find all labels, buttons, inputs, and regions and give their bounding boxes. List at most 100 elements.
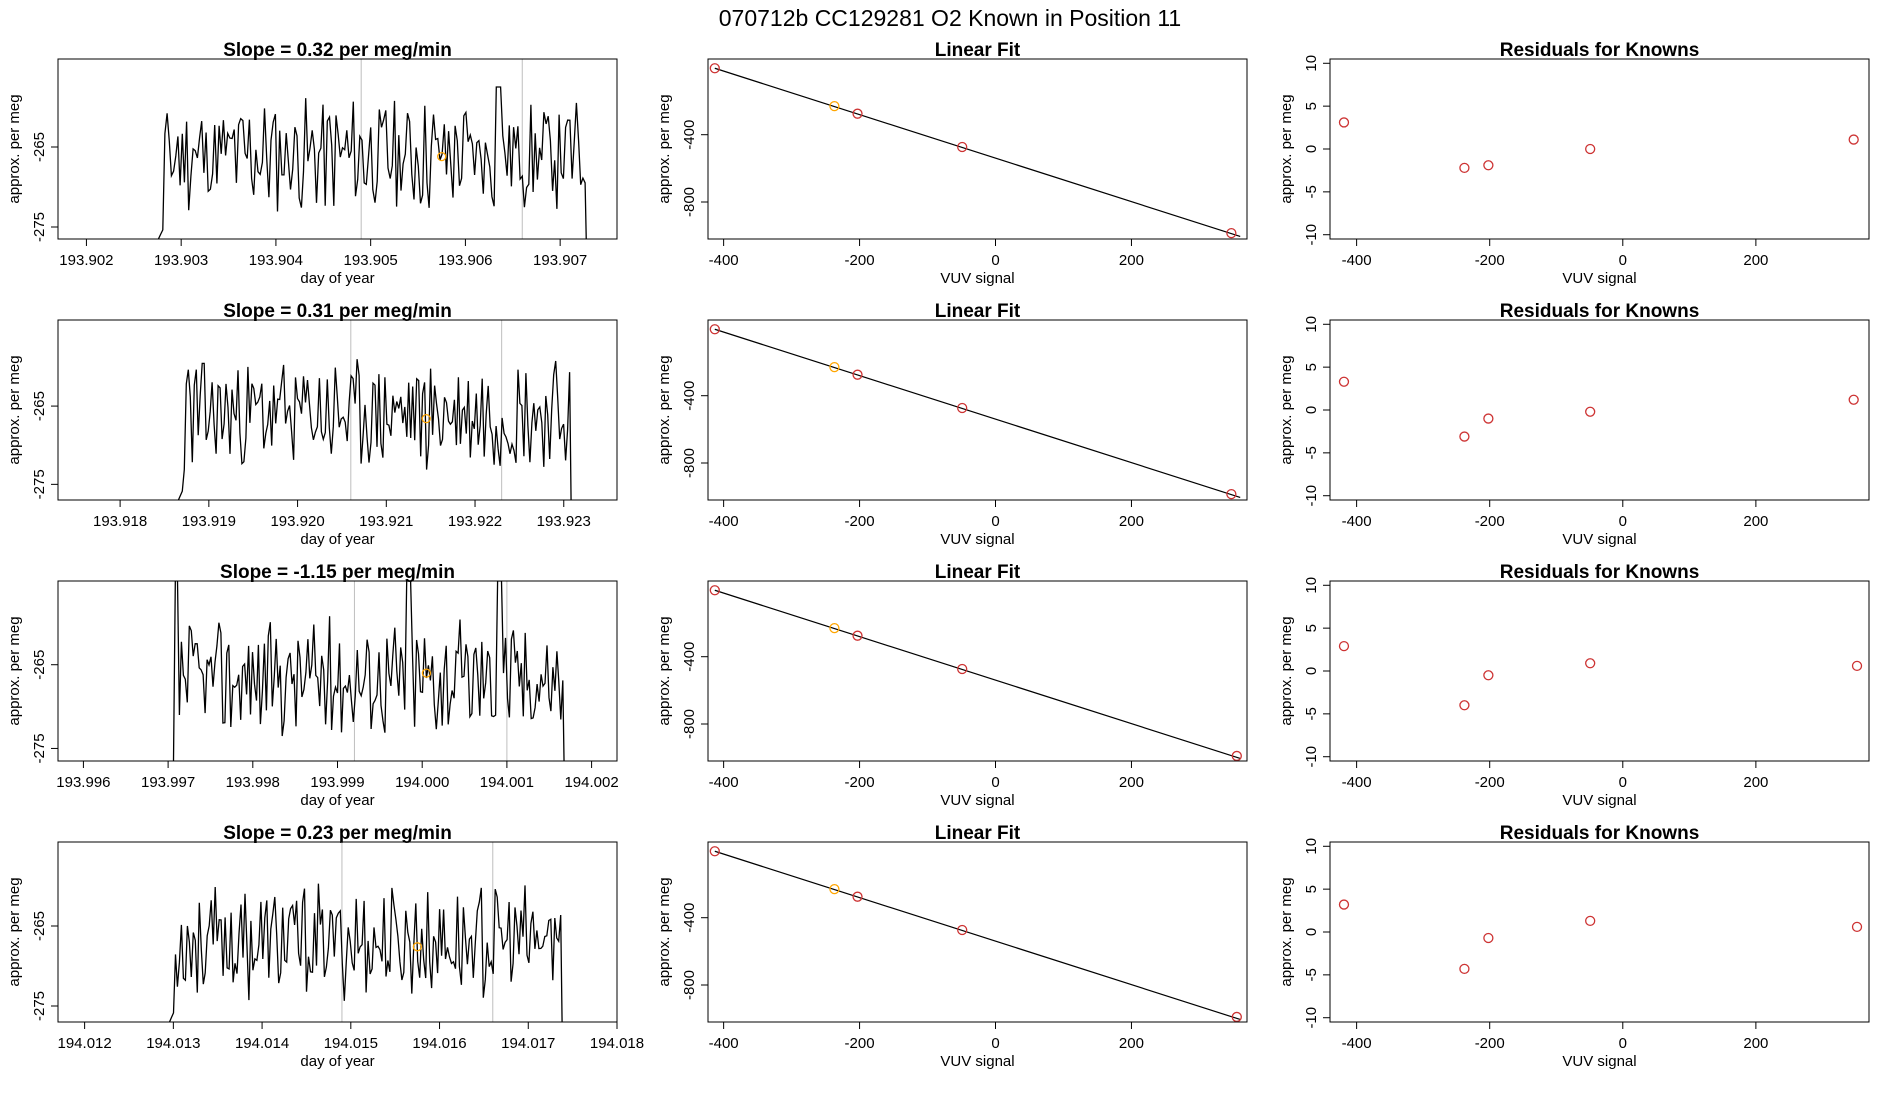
y-tick-label: 5	[1303, 363, 1320, 371]
y-tick-label: -800	[681, 970, 698, 1000]
x-tick-label: 193.920	[270, 513, 324, 530]
page-title: 070712b CC129281 O2 Known in Position 11	[719, 5, 1181, 31]
highlight-point	[412, 942, 423, 952]
y-tick-label: 10	[1303, 55, 1320, 72]
x-tick-label: -400	[709, 774, 739, 791]
x-tick-label: 200	[1743, 774, 1768, 791]
panel-timeseries-4: Slope = 0.23 per meg/min 194.012 194.013 19…	[6, 823, 644, 1070]
plot-title: Residuals for Knowns	[1500, 823, 1700, 844]
highlight-point	[421, 668, 432, 678]
y-tick-label: 10	[1303, 577, 1320, 594]
plot-title: Residuals for Knowns	[1500, 301, 1700, 322]
x-tick-label: 193.919	[182, 513, 236, 530]
x-tick-label: 194.016	[412, 1035, 466, 1052]
x-tick-label: 193.906	[438, 252, 492, 269]
y-axis-label: approx. per meg	[6, 355, 23, 464]
plot-area	[709, 585, 1242, 761]
x-tick-label: -200	[1475, 252, 1505, 269]
y-tick-label: 0	[1303, 928, 1320, 936]
data-point	[1338, 640, 1350, 652]
data-point	[1338, 117, 1350, 128]
y-tick-label: 10	[1303, 316, 1320, 333]
x-tick-label: 194.013	[146, 1035, 200, 1052]
y-tick-label: -10	[1303, 485, 1320, 507]
x-tick-label: 200	[1743, 252, 1768, 269]
data-point	[852, 108, 863, 119]
plot-frame	[707, 580, 1248, 762]
x-tick-label: 200	[1119, 252, 1144, 269]
highlight-point	[421, 413, 431, 424]
data-point	[957, 402, 968, 414]
y-axis-label: approx. per meg	[6, 94, 23, 203]
x-tick-label: 194.001	[480, 774, 534, 791]
highlight-point	[437, 151, 447, 162]
signal-line	[168, 883, 563, 1022]
data-point	[1231, 1011, 1242, 1022]
plot-title: Linear Fit	[935, 301, 1021, 322]
fit-line	[714, 850, 1241, 1021]
x-tick-label: 0	[991, 252, 999, 269]
plot-frame	[57, 580, 618, 762]
y-tick-label: -5	[1303, 446, 1320, 459]
data-point	[1226, 227, 1237, 239]
x-tick-label: -200	[845, 252, 875, 269]
data-point	[1231, 750, 1242, 761]
y-axis-label: approx. per meg	[656, 355, 673, 464]
data-point	[1459, 431, 1470, 442]
panel-fit-4: Linear Fit -400 -200 0 200 -400 -800 VUV signal…	[656, 823, 1248, 1070]
x-tick-label: -200	[1475, 1035, 1505, 1052]
data-point	[1585, 143, 1596, 155]
data-point	[957, 663, 968, 675]
highlight-point	[829, 361, 840, 373]
panel-timeseries-1: Slope = 0.32 per meg/min 193.902 193.903 19…	[6, 40, 618, 287]
x-tick-label: -400	[1342, 1035, 1372, 1052]
y-tick-label: -5	[1303, 707, 1320, 720]
data-point	[709, 63, 720, 74]
data-point	[709, 846, 720, 857]
x-tick-label: -400	[1342, 774, 1372, 791]
fit-line	[714, 589, 1241, 760]
y-axis-label: approx. per meg	[6, 877, 23, 986]
plot-frame	[57, 58, 618, 240]
x-tick-label: -200	[845, 1035, 875, 1052]
x-tick-label: 0	[991, 513, 999, 530]
y-axis-label: approx. per meg	[656, 877, 673, 986]
data-point	[1483, 670, 1494, 681]
data-point	[1483, 160, 1494, 171]
plot-area	[709, 324, 1241, 500]
data-point	[1459, 963, 1470, 975]
y-tick-label: -5	[1303, 185, 1320, 198]
panels: Slope = 0.32 per meg/min 193.902 193.903 19…	[6, 40, 1870, 1070]
data-point	[1483, 413, 1494, 424]
y-tick-label: -275	[31, 212, 48, 242]
x-tick-label: -400	[709, 252, 739, 269]
data-point	[1585, 406, 1596, 417]
plot-title: Linear Fit	[935, 40, 1021, 61]
x-tick-label: 193.904	[249, 252, 303, 269]
y-tick-label: 0	[1303, 667, 1320, 675]
panel-timeseries-3: Slope = -1.15 per meg/min 193.996 193.997 1…	[6, 562, 619, 809]
plot-area	[1338, 117, 1859, 174]
x-tick-label: -400	[709, 513, 739, 530]
x-tick-label: 0	[1619, 1035, 1627, 1052]
panel-timeseries-2: Slope = 0.31 per meg/min 193.918 193.919 19…	[6, 301, 618, 548]
x-axis-label: VUV signal	[1562, 531, 1636, 548]
data-point	[957, 141, 968, 153]
data-point	[1851, 921, 1863, 933]
x-axis-label: VUV signal	[1562, 270, 1636, 287]
y-tick-label: -400	[681, 903, 698, 933]
x-tick-label: 194.012	[58, 1035, 112, 1052]
y-axis-label: approx. per meg	[1278, 94, 1295, 203]
y-tick-label: -800	[681, 448, 698, 478]
y-tick-label: 5	[1303, 102, 1320, 110]
y-tick-label: -265	[31, 391, 48, 421]
x-tick-label: 0	[991, 1035, 999, 1052]
x-tick-label: 0	[1619, 513, 1627, 530]
plot-title: Slope = 0.31 per meg/min	[223, 301, 452, 322]
x-tick-label: -200	[1475, 513, 1505, 530]
panel-fit-3: Linear Fit -400 -200 0 200 -400 -800 VUV signal…	[656, 562, 1248, 809]
x-tick-label: 193.996	[56, 774, 110, 791]
data-point	[852, 369, 863, 380]
y-tick-label: -5	[1303, 968, 1320, 981]
x-tick-label: 193.999	[310, 774, 364, 791]
